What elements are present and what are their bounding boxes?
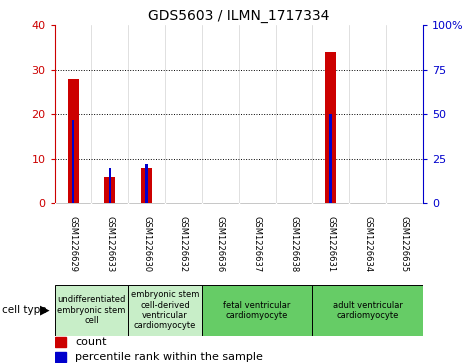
Bar <box>145 164 148 203</box>
Text: GSM1226638: GSM1226638 <box>289 216 298 272</box>
Bar <box>72 120 74 203</box>
Bar <box>330 114 332 203</box>
Text: GSM1226632: GSM1226632 <box>179 216 188 272</box>
Text: percentile rank within the sample: percentile rank within the sample <box>75 352 263 362</box>
Text: GSM1226631: GSM1226631 <box>326 216 335 272</box>
Bar <box>128 285 202 336</box>
Bar <box>104 177 115 203</box>
Text: count: count <box>75 337 107 347</box>
Text: ▶: ▶ <box>40 304 50 317</box>
Bar <box>141 168 152 203</box>
Bar <box>55 352 66 362</box>
Bar <box>202 285 313 336</box>
Text: GSM1226637: GSM1226637 <box>253 216 262 272</box>
Text: GSM1226630: GSM1226630 <box>142 216 151 272</box>
Title: GDS5603 / ILMN_1717334: GDS5603 / ILMN_1717334 <box>148 9 329 23</box>
Text: embryonic stem
cell-derived
ventricular
cardiomyocyte: embryonic stem cell-derived ventricular … <box>131 290 199 330</box>
Text: GSM1226635: GSM1226635 <box>400 216 409 272</box>
Bar <box>109 168 111 203</box>
Text: undifferentiated
embryonic stem
cell: undifferentiated embryonic stem cell <box>57 295 125 325</box>
Bar <box>55 337 66 347</box>
Text: cell type: cell type <box>2 305 47 315</box>
Bar <box>55 285 128 336</box>
Text: GSM1226636: GSM1226636 <box>216 216 225 272</box>
Text: GSM1226634: GSM1226634 <box>363 216 372 272</box>
Text: GSM1226633: GSM1226633 <box>105 216 114 272</box>
Text: GSM1226629: GSM1226629 <box>68 216 77 272</box>
Bar <box>325 52 336 203</box>
Bar <box>313 285 423 336</box>
Text: adult ventricular
cardiomyocyte: adult ventricular cardiomyocyte <box>332 301 402 320</box>
Bar <box>67 79 78 203</box>
Text: fetal ventricular
cardiomyocyte: fetal ventricular cardiomyocyte <box>223 301 291 320</box>
